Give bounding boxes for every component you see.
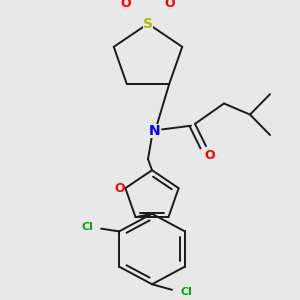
Text: Cl: Cl xyxy=(81,222,93,232)
Text: O: O xyxy=(205,149,215,162)
Text: O: O xyxy=(165,0,175,10)
Text: Cl: Cl xyxy=(180,287,192,297)
Text: N: N xyxy=(149,124,161,138)
Text: O: O xyxy=(121,0,131,10)
Text: O: O xyxy=(114,182,125,195)
Text: S: S xyxy=(143,17,153,31)
